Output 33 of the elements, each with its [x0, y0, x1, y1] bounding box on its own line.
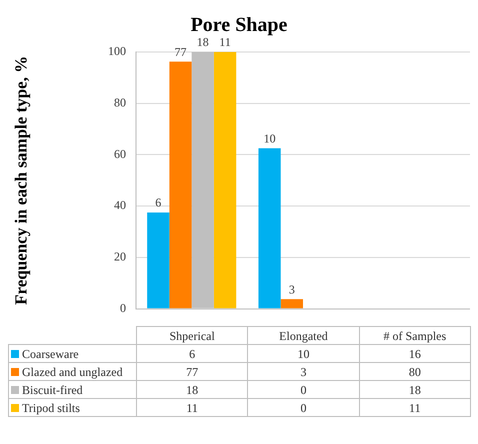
legend-label: Glazed and unglazed: [8, 362, 136, 380]
legend-label: Biscuit-fired: [8, 380, 136, 398]
y-tick-label: 60: [114, 146, 126, 161]
data-label: 16: [359, 344, 470, 362]
data-label: 3: [248, 362, 360, 380]
legend-label: Tripod stilts: [8, 398, 136, 416]
y-tick-label: 0: [120, 300, 126, 315]
annotation: 77: [174, 44, 187, 59]
annotation: 11: [219, 35, 231, 50]
data-label: 0: [248, 398, 360, 416]
annotation: 10: [264, 131, 276, 146]
y-axis-title: Frequency in each sample type, %: [12, 56, 31, 305]
annotation: 6: [155, 196, 162, 210]
data-label: 80: [359, 362, 470, 380]
data-label: 6: [136, 344, 248, 362]
chart-title: Pore Shape: [190, 14, 288, 36]
category-label: # of Samples: [359, 326, 470, 344]
category-label: Elongated: [248, 326, 360, 344]
annotation: 18: [196, 35, 209, 50]
data-label: 10: [248, 344, 360, 362]
y-tick-label: 40: [114, 198, 126, 212]
legend-label: Coarseware: [8, 344, 136, 362]
y-tick-label: 80: [114, 96, 126, 110]
data-label: 77: [136, 362, 248, 380]
data-label: 11: [359, 398, 470, 416]
data-label: 11: [136, 398, 248, 416]
data-label: 18: [136, 380, 248, 398]
y-tick-label: 20: [114, 250, 126, 264]
y-tick-label: 100: [108, 44, 126, 58]
data-label: 0: [248, 380, 360, 398]
category-label: Shperical: [136, 326, 248, 344]
annotation: 3: [288, 282, 295, 296]
data-label: 18: [359, 380, 470, 398]
